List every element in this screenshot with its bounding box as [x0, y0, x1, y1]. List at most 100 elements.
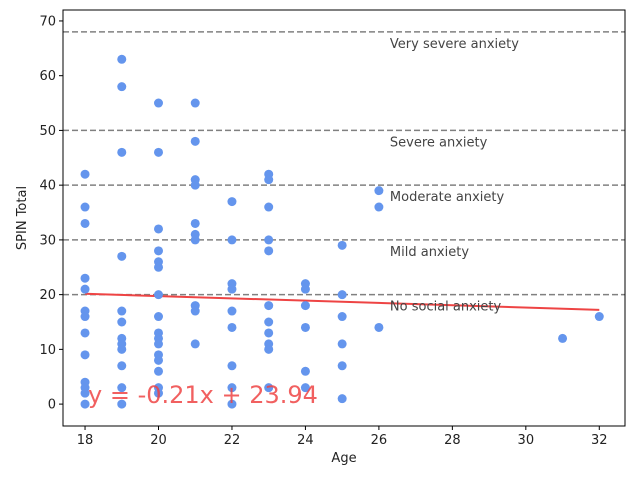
data-point [117, 306, 127, 316]
data-point [117, 383, 127, 393]
data-point [227, 197, 237, 207]
x-tick-label: 24 [297, 433, 314, 448]
data-point [374, 322, 384, 332]
x-tick-label: 26 [371, 433, 388, 448]
x-tick-label: 20 [150, 433, 167, 448]
data-point [154, 290, 164, 300]
data-point [117, 344, 127, 354]
data-point [80, 218, 90, 228]
data-point [117, 147, 127, 157]
data-point [117, 54, 127, 64]
data-point [300, 301, 310, 311]
data-point [337, 361, 347, 371]
x-axis-ticks: 18 20 22 24 26 28 30 32 [77, 426, 608, 448]
x-tick-label: 22 [224, 433, 241, 448]
data-point [300, 383, 310, 393]
data-point [227, 284, 237, 294]
y-tick-label: 70 [39, 14, 56, 29]
data-point [80, 328, 90, 338]
data-point [227, 306, 237, 316]
data-point [300, 284, 310, 294]
data-point [154, 246, 164, 256]
x-axis-title: Age [331, 451, 356, 466]
data-point [558, 333, 568, 343]
data-point [337, 240, 347, 250]
threshold-label: Mild anxiety [390, 245, 469, 260]
data-point [154, 388, 164, 398]
data-point [154, 147, 164, 157]
data-point [154, 355, 164, 365]
y-tick-label: 40 [39, 179, 56, 194]
data-point [264, 344, 274, 354]
data-point [227, 383, 237, 393]
data-point [227, 235, 237, 245]
data-point [80, 169, 90, 179]
data-point [190, 235, 200, 245]
data-point [264, 235, 274, 245]
data-point [117, 399, 127, 409]
data-point [337, 339, 347, 349]
data-point [337, 312, 347, 322]
y-tick-label: 60 [39, 69, 56, 84]
data-point [337, 290, 347, 300]
threshold-label: Moderate anxiety [390, 190, 505, 205]
data-point [264, 246, 274, 256]
data-point [190, 339, 200, 349]
data-point [190, 218, 200, 228]
x-tick-label: 18 [77, 433, 94, 448]
data-point [154, 224, 164, 234]
data-point [374, 202, 384, 212]
data-points [80, 54, 604, 409]
data-point [374, 186, 384, 196]
data-point [80, 312, 90, 322]
data-point [594, 312, 604, 322]
data-point [264, 383, 274, 393]
y-tick-label: 50 [39, 124, 56, 139]
data-point [80, 202, 90, 212]
data-point [117, 361, 127, 371]
data-point [117, 82, 127, 92]
data-point [154, 312, 164, 322]
y-axis-ticks: 0 10 20 30 40 50 60 70 [39, 14, 63, 413]
data-point [190, 306, 200, 316]
trendline [85, 292, 600, 311]
data-point [154, 339, 164, 349]
threshold-label: Very severe anxiety [390, 37, 519, 52]
data-point [264, 317, 274, 327]
x-tick-label: 30 [518, 433, 535, 448]
data-point [80, 284, 90, 294]
threshold-labels: No social anxiety Mild anxiety Moderate an… [390, 37, 519, 315]
data-point [227, 361, 237, 371]
data-point [300, 322, 310, 332]
y-tick-label: 20 [39, 288, 56, 303]
threshold-label: Severe anxiety [390, 135, 488, 150]
data-point [227, 399, 237, 409]
data-point [80, 399, 90, 409]
data-point [154, 98, 164, 108]
regression-equation: y = -0.21x + 23.94 [88, 381, 318, 409]
x-tick-label: 28 [444, 433, 461, 448]
data-point [300, 366, 310, 376]
y-tick-label: 0 [48, 398, 56, 413]
data-point [190, 98, 200, 108]
y-axis-title: SPIN Total [15, 186, 30, 250]
data-point [264, 301, 274, 311]
plot-frame [62, 9, 626, 427]
data-point [117, 251, 127, 261]
trendline-group [85, 292, 600, 311]
data-point [264, 328, 274, 338]
y-tick-label: 30 [39, 233, 56, 248]
threshold-label: No social anxiety [390, 300, 502, 315]
data-point [117, 317, 127, 327]
data-point [190, 136, 200, 146]
data-point [190, 180, 200, 190]
data-point [337, 394, 347, 404]
data-point [264, 202, 274, 212]
data-point [80, 388, 90, 398]
data-point [80, 273, 90, 283]
y-tick-label: 10 [39, 343, 56, 358]
threshold-lines [63, 31, 625, 296]
data-point [227, 322, 237, 332]
data-point [264, 175, 274, 185]
